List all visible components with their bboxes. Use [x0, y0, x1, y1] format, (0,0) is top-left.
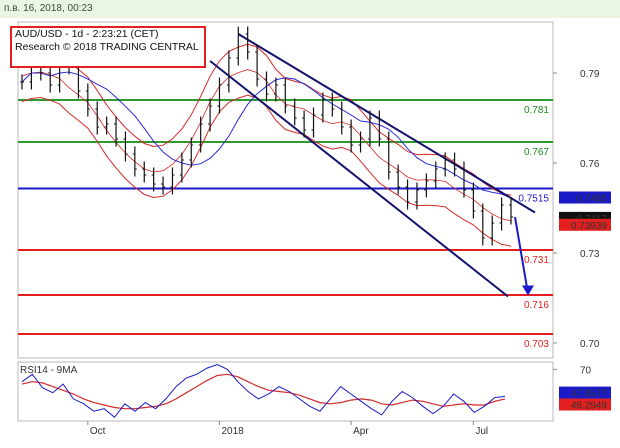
projection-arrow-head	[522, 285, 534, 296]
price-badge-2	[559, 218, 611, 231]
level-label-3: 0.731	[524, 255, 549, 266]
rsi-line	[21, 363, 506, 419]
price-axis-label-3: 0.70	[580, 339, 600, 350]
price-badge-0	[559, 191, 611, 204]
price-axis-label-1: 0.76	[580, 159, 600, 170]
level-label-4: 0.716	[524, 300, 549, 311]
x-axis-label-0: Oct	[90, 426, 106, 437]
chart-subtitle: Research © 2018 TRADING CENTRAL	[15, 41, 199, 53]
level-label-0: 0.781	[524, 105, 549, 116]
price-axis-label-0: 0.79	[580, 69, 600, 80]
rsi-indicator-name: RSI14 - 9MA	[20, 365, 78, 376]
rsi-badge-1	[559, 398, 611, 411]
rsi-badge-label-1: 46.2949	[571, 401, 608, 412]
rsi-badge-label-0: 47.8577	[571, 389, 608, 400]
price-axis-label-2: 0.73	[580, 249, 600, 260]
rsi-badge-0	[559, 386, 611, 399]
level-label-2: 0.7515	[518, 194, 549, 205]
x-axis-label-1: 2018	[221, 426, 244, 437]
top-bar: п.в. 16, 2018, 00:23	[0, 0, 620, 18]
projection-arrow-line	[514, 216, 529, 294]
x-axis-label-3: Jul	[475, 426, 488, 437]
channel-upper-line	[237, 33, 536, 214]
rsi-panel	[17, 361, 554, 422]
chart-title: AUD/USD - 1d - 2:23:21 (CET)	[15, 28, 159, 40]
price-badge-label-0: 0.7485	[576, 194, 607, 205]
upper-band-line	[21, 43, 512, 196]
x-axis-label-2: Apr	[353, 426, 369, 437]
rsi-ma-line	[21, 373, 506, 410]
rsi-axis-label-0: 70	[580, 365, 592, 376]
level-label-5: 0.703	[524, 339, 549, 350]
chart-title-box: AUD/USD - 1d - 2:23:21 (CET) Research © …	[10, 26, 206, 68]
level-label-1: 0.767	[524, 147, 549, 158]
price-badge-label-2: 0.73939	[571, 221, 608, 232]
channel-lower-line	[209, 60, 509, 298]
timestamp: п.в. 16, 2018, 00:23	[4, 3, 93, 14]
